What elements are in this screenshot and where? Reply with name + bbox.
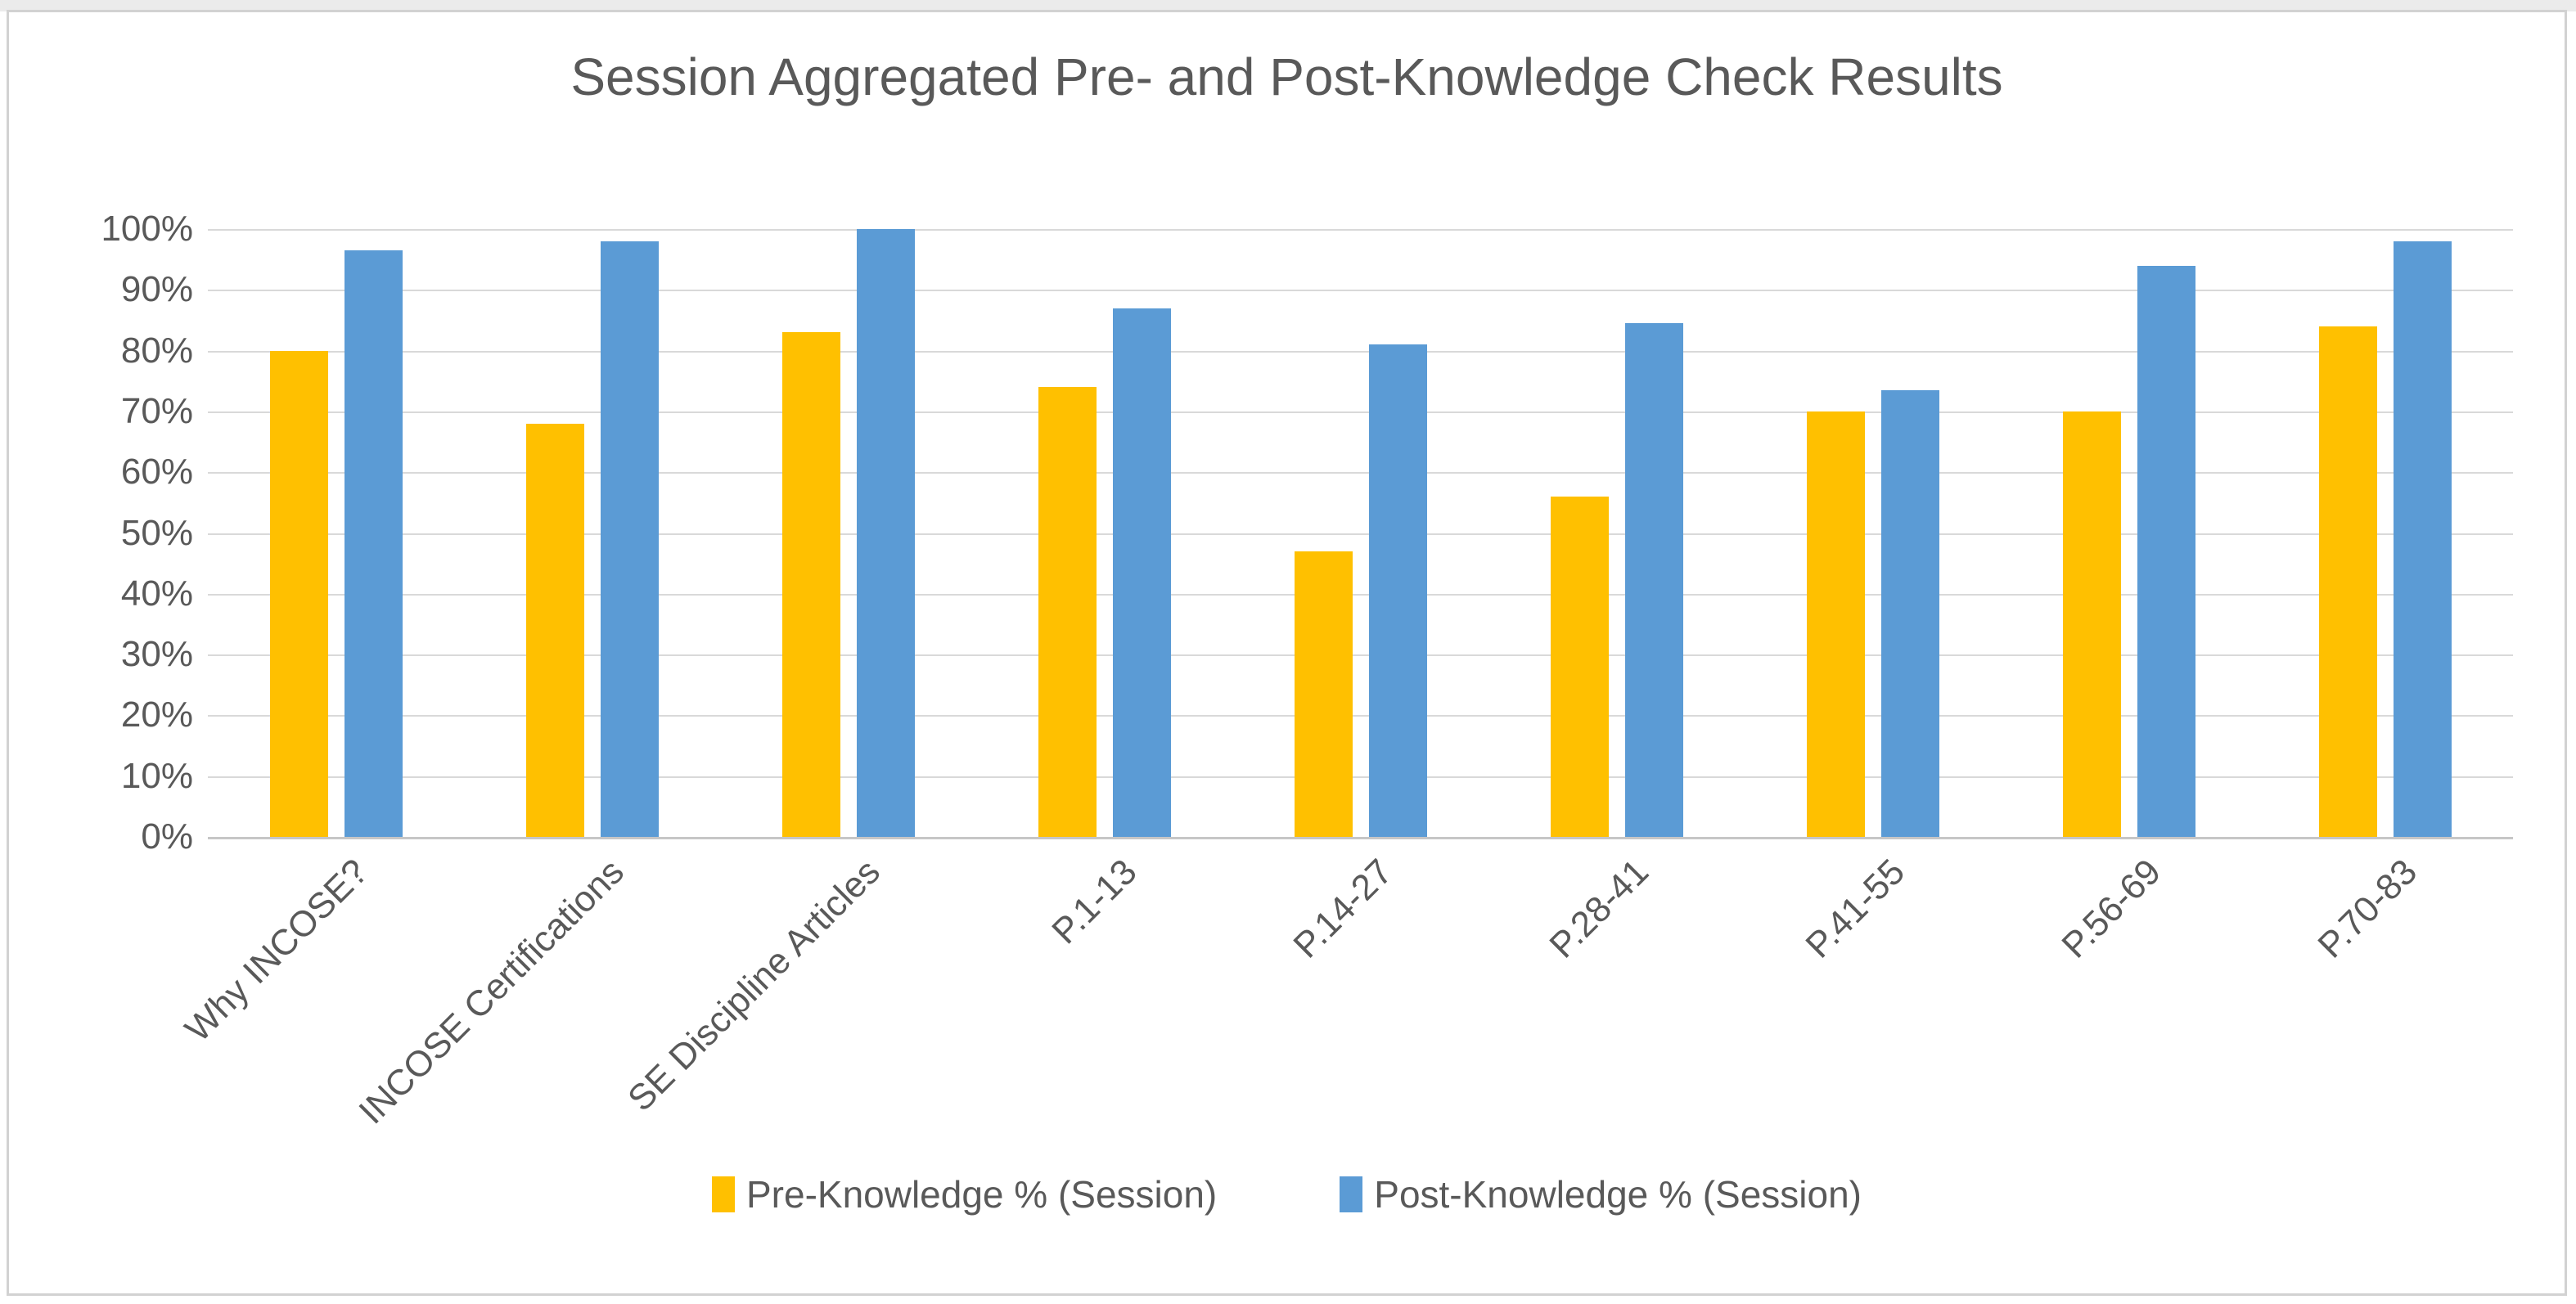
gridline [208, 350, 2513, 353]
x-axis-label: P.41-55 [1798, 852, 1913, 966]
pre-bar-4 [1294, 551, 1353, 837]
x-axis-label: P.14-27 [1286, 852, 1401, 966]
legend-swatch-post-icon [1340, 1176, 1363, 1212]
top-strip [0, 0, 2576, 11]
y-tick-label: 10% [120, 755, 193, 796]
x-axis-label: P.28-41 [1542, 852, 1657, 966]
pre-bar-2 [781, 332, 840, 837]
gridline [208, 229, 2513, 231]
post-bar-6 [1880, 389, 1939, 837]
y-tick-label: 90% [120, 269, 193, 310]
x-axis-label: P.56-69 [2054, 852, 2169, 966]
y-tick-label: 0% [141, 816, 193, 857]
y-tick-label: 80% [120, 330, 193, 371]
x-axis-labels: Why INCOSE? INCOSE Certifications SE Disci… [178, 852, 2513, 1131]
plot-area [208, 229, 2513, 839]
x-axis-label: P.70-83 [2310, 852, 2425, 966]
y-tick-label: 70% [120, 390, 193, 431]
gridline [208, 290, 2513, 292]
gridline [208, 533, 2513, 535]
x-axis-label: Why INCOSE? [178, 852, 376, 1050]
y-tick-label: 30% [120, 634, 193, 675]
post-bar-5 [1624, 323, 1683, 837]
legend-swatch-pre-icon [711, 1176, 735, 1212]
pre-bar-3 [1038, 387, 1097, 837]
gridline [208, 715, 2513, 717]
legend: Pre-Knowledge % (Session) Post-Knowledge… [9, 1172, 2565, 1216]
y-tick-label: 100% [101, 209, 193, 249]
pre-bar-5 [1550, 496, 1609, 837]
x-axis-label: P.1-13 [1043, 852, 1145, 952]
post-bar-8 [2393, 241, 2452, 837]
gridline [208, 593, 2513, 596]
gridline [208, 411, 2513, 413]
pre-bar-1 [525, 423, 584, 837]
gridline [208, 776, 2513, 778]
x-axis-line [208, 837, 2513, 839]
post-bar-4 [1368, 344, 1427, 837]
legend-item-post: Post-Knowledge % (Session) [1340, 1172, 1862, 1216]
post-bar-0 [344, 250, 403, 837]
gridline [208, 654, 2513, 657]
post-bar-7 [2137, 265, 2195, 837]
y-axis-labels: 0% 10% 20% 30% 40% 50% 60% 70% 80% 90% 100% [9, 209, 193, 857]
pre-bar-8 [2318, 326, 2377, 837]
y-tick-label: 50% [120, 512, 193, 553]
legend-label-pre: Pre-Knowledge % (Session) [745, 1173, 1218, 1216]
pre-bar-6 [1806, 411, 1865, 837]
y-tick-label: 20% [120, 695, 193, 735]
legend-item-pre: Pre-Knowledge % (Session) [711, 1172, 1218, 1216]
pre-bar-0 [269, 350, 328, 837]
post-bar-1 [600, 241, 659, 837]
gridline [208, 472, 2513, 474]
x-axis-label: INCOSE Certifications [351, 852, 633, 1132]
chart-title: Session Aggregated Pre- and Post-Knowled… [570, 47, 2003, 106]
post-bar-3 [1112, 308, 1171, 837]
legend-label-post: Post-Knowledge % (Session) [1374, 1173, 1862, 1216]
x-axis-label: SE Discipline Articles [620, 852, 889, 1119]
pre-bar-7 [2062, 411, 2121, 837]
y-tick-label: 40% [120, 573, 193, 614]
chart-frame: Session Aggregated Pre- and Post-Knowled… [7, 10, 2567, 1296]
post-bar-2 [856, 229, 915, 837]
y-tick-label: 60% [120, 452, 193, 492]
